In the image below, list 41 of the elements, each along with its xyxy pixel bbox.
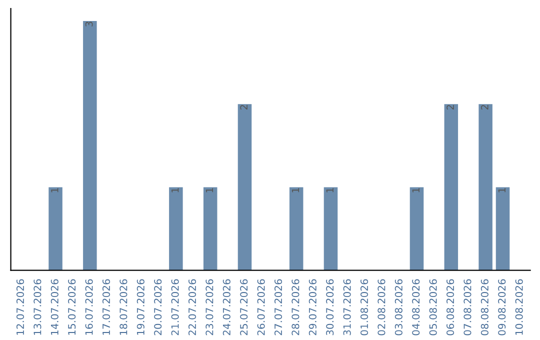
x-tick-label: 18.07.2026 bbox=[120, 279, 128, 335]
x-tick-label: 19.07.2026 bbox=[136, 279, 144, 335]
data-label: 1 bbox=[51, 188, 58, 192]
x-tick-label: 07.08.2026 bbox=[464, 279, 472, 336]
x-tick-label: 03.08.2026 bbox=[394, 279, 402, 336]
x-tick-label: 12.07.2026 bbox=[16, 279, 24, 335]
data-label: 1 bbox=[498, 188, 506, 192]
x-tick-label: 22.07.2026 bbox=[188, 279, 196, 336]
x-tick-label: 04.08.2026 bbox=[412, 279, 420, 336]
data-label: 1 bbox=[206, 188, 214, 192]
data-label: 1 bbox=[326, 188, 334, 192]
x-tick-label: 24.07.2026 bbox=[222, 279, 230, 336]
x-tick-label: 23.07.2026 bbox=[206, 279, 214, 336]
x-tick-label: 08.08.2026 bbox=[480, 279, 488, 336]
x-tick-label: 25.07.2026 bbox=[240, 279, 248, 336]
data-label: 1 bbox=[412, 188, 420, 192]
x-tick-label: 28.07.2026 bbox=[292, 279, 300, 336]
data-label: 2 bbox=[446, 105, 454, 110]
x-tick-label: 01.08.2026 bbox=[360, 279, 368, 336]
x-tick-label: 27.07.2026 bbox=[274, 279, 282, 336]
data-label: 1 bbox=[292, 188, 300, 192]
x-tick-label: 09.08.2026 bbox=[498, 279, 506, 336]
data-label: 2 bbox=[240, 105, 248, 110]
x-tick-label: 26.07.2026 bbox=[257, 279, 265, 336]
x-tick-label: 29.07.2026 bbox=[308, 279, 316, 336]
x-tick-label: 06.08.2026 bbox=[446, 279, 454, 336]
x-tick-label: 10.08.2026 bbox=[515, 279, 523, 335]
data-label: 2 bbox=[481, 105, 488, 110]
x-tick-label: 15.07.2026 bbox=[68, 279, 76, 335]
x-tick-label: 20.07.2026 bbox=[154, 279, 162, 336]
x-tick-label: 31.07.2026 bbox=[343, 279, 351, 336]
x-tick-label: 13.07.2026 bbox=[34, 279, 42, 335]
x-tick-label: 17.07.2026 bbox=[102, 279, 110, 335]
x-tick-label: 21.07.2026 bbox=[171, 279, 179, 336]
data-label: 1 bbox=[172, 188, 179, 192]
data-label: 3 bbox=[85, 22, 93, 26]
x-tick-label: 02.08.2026 bbox=[378, 279, 386, 336]
x-tick-label: 05.08.2026 bbox=[429, 279, 437, 336]
x-tick-label: 30.07.2026 bbox=[326, 279, 334, 336]
x-tick-label: 14.07.2026 bbox=[50, 279, 58, 335]
x-tick-label: 16.07.2026 bbox=[85, 279, 93, 335]
